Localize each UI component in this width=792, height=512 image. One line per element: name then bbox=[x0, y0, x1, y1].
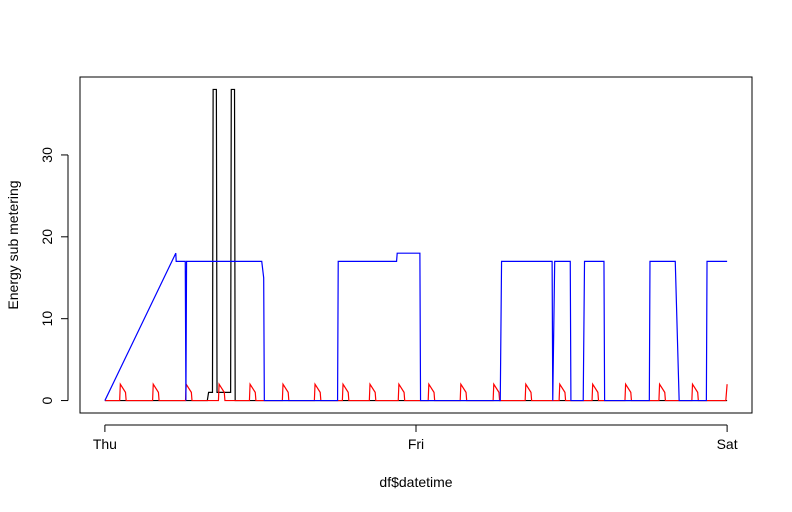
series-line bbox=[104, 252, 728, 402]
series-line bbox=[104, 382, 728, 402]
y-tick-label: 20 bbox=[39, 229, 55, 245]
y-tick-label: 10 bbox=[39, 311, 55, 327]
y-tick-label: 0 bbox=[39, 396, 55, 404]
x-tick-label: Sat bbox=[717, 436, 738, 452]
x-tick-label: Fri bbox=[408, 436, 424, 452]
series-line bbox=[104, 88, 728, 402]
y-axis-label: Energy sub metering bbox=[5, 180, 21, 309]
y-tick-label: 30 bbox=[39, 147, 55, 163]
x-axis-label: df$datetime bbox=[379, 474, 452, 490]
plot-box bbox=[79, 76, 753, 414]
x-tick-label: Thu bbox=[93, 436, 117, 452]
